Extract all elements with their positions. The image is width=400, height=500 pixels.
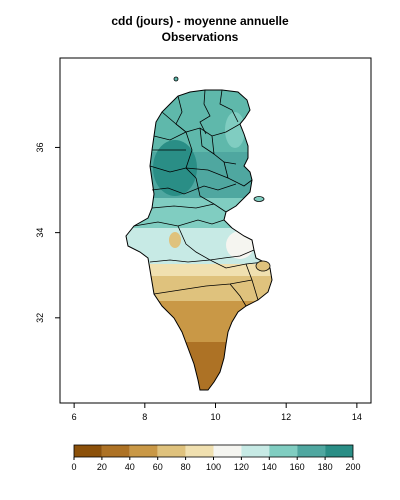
colorbar-segment bbox=[101, 445, 130, 457]
colorbar-segment bbox=[185, 445, 214, 457]
colorbar: 0 20 40 60 80 100 120 140 160 180 200 bbox=[71, 444, 361, 472]
colorbar-tick-label: 100 bbox=[206, 462, 221, 472]
colorbar-tick-label: 0 bbox=[71, 462, 76, 472]
chart-subtitle: Observations bbox=[161, 30, 239, 44]
colorbar-segment bbox=[297, 445, 326, 457]
y-tick-label: 32 bbox=[35, 313, 45, 323]
x-tick-label: 14 bbox=[352, 412, 362, 422]
colorbar-tick-label: 120 bbox=[234, 462, 249, 472]
x-tick-label: 12 bbox=[281, 412, 291, 422]
y-tick-label: 36 bbox=[35, 142, 45, 152]
colorbar-tick-label: 60 bbox=[153, 462, 163, 472]
colorbar-tick-label: 160 bbox=[290, 462, 305, 472]
chart-title: cdd (jours) - moyenne annuelle bbox=[111, 14, 289, 28]
colorbar-segment bbox=[74, 445, 102, 457]
colorbar-tick-label: 20 bbox=[97, 462, 107, 472]
band-north bbox=[126, 90, 272, 152]
colorbar-tick-label: 40 bbox=[125, 462, 135, 472]
island-kerkennah bbox=[253, 196, 265, 202]
cdd-heatmap bbox=[126, 90, 272, 390]
band-south bbox=[126, 275, 272, 301]
y-tick-label: 34 bbox=[35, 228, 45, 238]
x-tick-label: 6 bbox=[72, 412, 77, 422]
colorbar-tick-label: 140 bbox=[262, 462, 277, 472]
patch-sahel bbox=[226, 231, 254, 259]
band-far-south bbox=[126, 340, 272, 390]
band-lower-central bbox=[126, 262, 272, 276]
admin-boundaries bbox=[133, 89, 265, 307]
colorbar-segment bbox=[269, 445, 298, 457]
colorbar-tick-label: 180 bbox=[318, 462, 333, 472]
colorbar-segment bbox=[129, 445, 158, 457]
colorbar-tick-label: 80 bbox=[181, 462, 191, 472]
islands bbox=[173, 76, 271, 272]
band-upper-central bbox=[126, 150, 272, 198]
island-galite bbox=[173, 76, 179, 82]
colorbar-segment bbox=[157, 445, 186, 457]
island-djerba bbox=[255, 260, 271, 272]
x-tick-label: 8 bbox=[142, 412, 147, 422]
y-axis: 32 34 36 bbox=[35, 142, 60, 323]
patch-northeast bbox=[225, 112, 245, 148]
x-tick-label: 10 bbox=[210, 412, 220, 422]
patch-south-west bbox=[169, 232, 181, 248]
colorbar-tick-label: 200 bbox=[345, 462, 360, 472]
colorbar-segment bbox=[213, 445, 242, 457]
x-axis: 6 8 10 12 14 bbox=[72, 403, 362, 422]
colorbar-segment bbox=[241, 445, 270, 457]
band-deep-south bbox=[126, 300, 272, 342]
patch-west-central bbox=[153, 140, 197, 196]
colorbar-segment bbox=[325, 445, 353, 457]
